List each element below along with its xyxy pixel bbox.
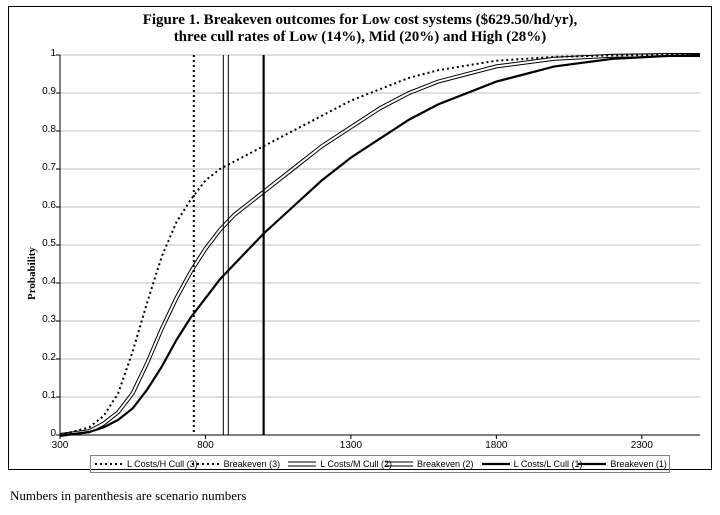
legend-item: Breakeven (2) <box>385 459 474 469</box>
y-tick-label: 0.8 <box>32 124 56 135</box>
legend-label: L Costs/H Cull (3) <box>127 459 198 469</box>
legend-label: Breakeven (1) <box>610 459 667 469</box>
x-tick-label: 2300 <box>622 440 662 451</box>
y-tick-label: 0.9 <box>32 86 56 97</box>
footnote: Numbers in parenthesis are scenario numb… <box>10 488 246 504</box>
legend-label: Breakeven (3) <box>224 459 281 469</box>
legend-label: L Costs/L Cull (1) <box>514 459 583 469</box>
y-tick-label: 0.5 <box>32 238 56 249</box>
y-tick-label: 0 <box>32 428 56 439</box>
x-tick-label: 1300 <box>331 440 371 451</box>
y-tick-label: 0.3 <box>32 314 56 325</box>
legend-item: L Costs/H Cull (3) <box>95 459 198 469</box>
figure-container: Figure 1. Breakeven outcomes for Low cos… <box>0 0 720 515</box>
legend-item: L Costs/M Cull (2) <box>288 459 392 469</box>
legend-item: Breakeven (3) <box>192 459 281 469</box>
y-tick-label: 0.6 <box>32 200 56 211</box>
plot-area <box>0 0 720 470</box>
legend-label: Breakeven (2) <box>417 459 474 469</box>
y-tick-label: 0.7 <box>32 162 56 173</box>
y-tick-label: 0.1 <box>32 390 56 401</box>
legend-item: Breakeven (1) <box>578 459 667 469</box>
x-tick-label: 1800 <box>476 440 516 451</box>
y-tick-label: 0.4 <box>32 276 56 287</box>
y-tick-label: 1 <box>32 48 56 59</box>
x-tick-label: 300 <box>40 440 80 451</box>
legend: L Costs/H Cull (3) Breakeven (3) L Costs/M… <box>90 455 670 473</box>
y-tick-label: 0.2 <box>32 352 56 363</box>
legend-item: L Costs/L Cull (1) <box>482 459 583 469</box>
legend-label: L Costs/M Cull (2) <box>320 459 392 469</box>
x-tick-label: 800 <box>185 440 225 451</box>
